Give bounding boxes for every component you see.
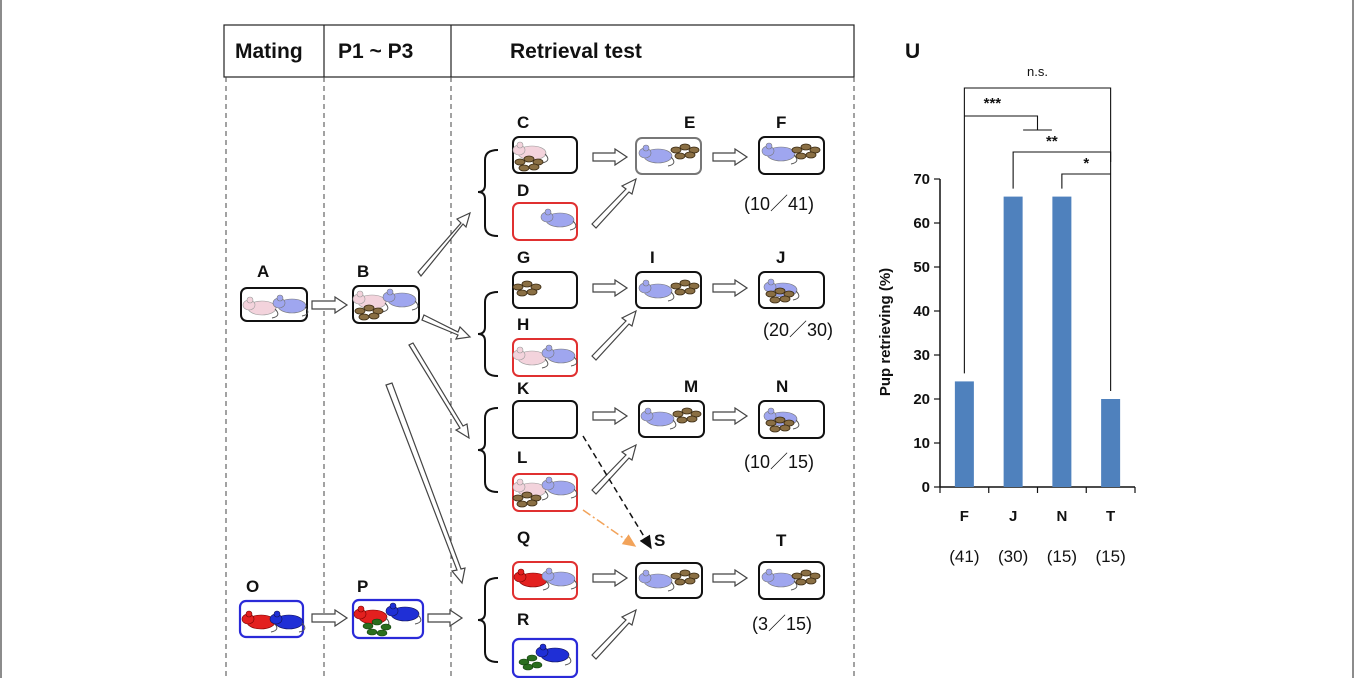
- x-tick-label: N: [1056, 508, 1067, 525]
- y-tick-label: 30: [913, 347, 930, 364]
- x-tick-label: F: [960, 508, 969, 525]
- label-m: M: [684, 377, 698, 396]
- ratio-n: (10／15): [744, 452, 814, 472]
- label-b: B: [357, 262, 369, 281]
- significance-label-n-t: *: [1083, 155, 1089, 172]
- bar-j: [1003, 196, 1023, 487]
- y-tick-label: 20: [913, 391, 930, 408]
- sample-count: (41): [949, 547, 979, 566]
- significance-bracket-n-t: [1061, 173, 1111, 189]
- y-tick-label: 70: [913, 171, 930, 188]
- dashed-arrow-l-to-s: [582, 509, 637, 547]
- label-t: T: [776, 531, 787, 550]
- label-s: S: [654, 531, 665, 550]
- group-braces: [477, 149, 499, 663]
- x-tick-label: T: [1106, 508, 1115, 525]
- hollow-arrows-mating: [311, 295, 349, 628]
- label-h: H: [517, 315, 529, 334]
- bar-f: [954, 381, 974, 487]
- label-e: E: [684, 113, 695, 132]
- label-u: U: [905, 40, 920, 63]
- x-tick-label: J: [1009, 508, 1017, 525]
- label-p: P: [357, 577, 368, 596]
- y-tick-label: 50: [913, 259, 930, 276]
- significance-bracket-j-t: [1012, 151, 1112, 189]
- significance-bracket-f-jn: [964, 115, 1052, 131]
- significance-bracket-ns: [963, 87, 1112, 391]
- header-retrieval-test: Retrieval test: [510, 40, 642, 63]
- sample-count: (15): [1096, 547, 1126, 566]
- y-tick-label: 0: [922, 479, 930, 496]
- green-pups-icon: [362, 618, 392, 637]
- ratio-j: (20／30): [763, 320, 833, 340]
- label-k: K: [517, 379, 530, 398]
- dashed-arrow-k-to-s: [582, 435, 652, 550]
- label-j: J: [776, 248, 785, 267]
- hollow-arrows-right: [592, 147, 749, 588]
- label-g: G: [517, 248, 530, 267]
- hollow-arrows-diagonal: [591, 177, 637, 660]
- label-i: I: [650, 248, 655, 267]
- sample-count: (30): [998, 547, 1028, 566]
- significance-label-j-t: **: [1046, 133, 1058, 150]
- y-tick-label: 40: [913, 303, 930, 320]
- header-table: Mating P1 ~ P3 Retrieval test: [223, 24, 855, 78]
- bar-t: [1101, 399, 1121, 487]
- label-a: A: [257, 262, 269, 281]
- header-mating: Mating: [235, 40, 303, 63]
- y-tick-label: 10: [913, 435, 930, 452]
- bar-n: [1052, 196, 1072, 487]
- label-f: F: [776, 113, 786, 132]
- label-q: Q: [517, 528, 530, 547]
- y-tick-label: 60: [913, 215, 930, 232]
- sample-count: (15): [1047, 547, 1077, 566]
- bar-chart: 0 10 20 30 40 50 60 70 F (41) J (30) N (15) T (15) n.s. *…: [913, 64, 1136, 566]
- ratio-f: (10／41): [744, 194, 814, 214]
- label-d: D: [517, 181, 529, 200]
- y-axis-label: Pup retrieving (%): [877, 268, 894, 396]
- header-p1-p3: P1 ~ P3: [338, 40, 413, 63]
- label-n: N: [776, 377, 788, 396]
- significance-label-f-jn: ***: [984, 95, 1002, 112]
- label-l: L: [517, 448, 527, 467]
- label-r: R: [517, 610, 529, 629]
- significance-label-ns: n.s.: [1027, 64, 1048, 79]
- cage-k: [512, 400, 578, 439]
- label-c: C: [517, 113, 529, 132]
- column-divider-lines: [225, 77, 855, 678]
- hollow-arrows-from-b: [385, 211, 472, 628]
- label-o: O: [246, 577, 259, 596]
- ratio-t: (3／15): [752, 614, 812, 634]
